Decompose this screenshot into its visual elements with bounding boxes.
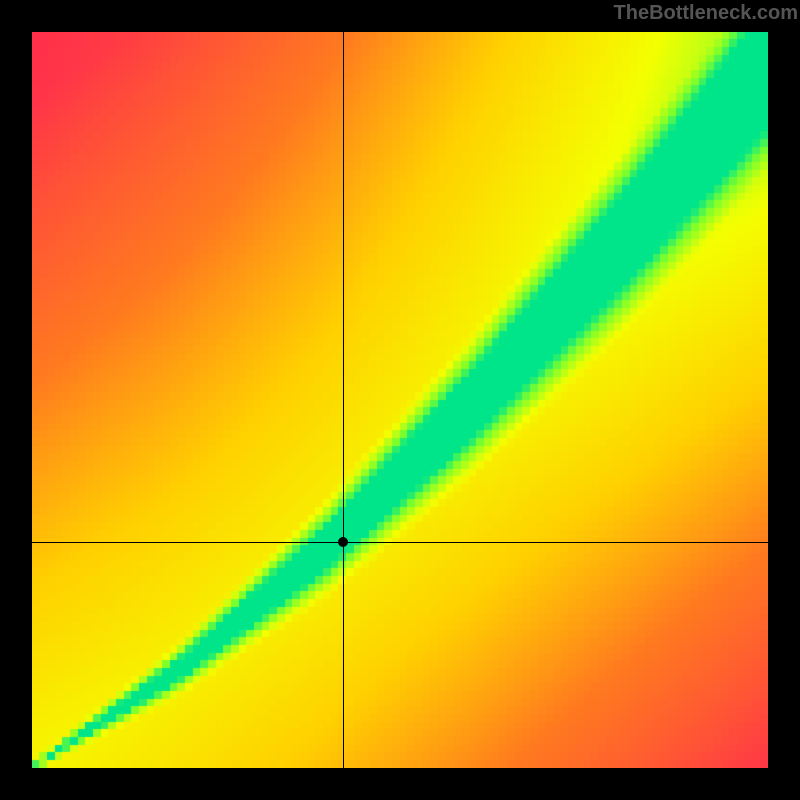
chart-container: TheBottleneck.com: [0, 0, 800, 800]
crosshair-horizontal: [32, 542, 768, 543]
crosshair-point: [338, 537, 348, 547]
plot-area: [32, 32, 768, 768]
crosshair-vertical: [343, 32, 344, 768]
heatmap-canvas: [32, 32, 768, 768]
watermark-text: TheBottleneck.com: [614, 2, 798, 25]
